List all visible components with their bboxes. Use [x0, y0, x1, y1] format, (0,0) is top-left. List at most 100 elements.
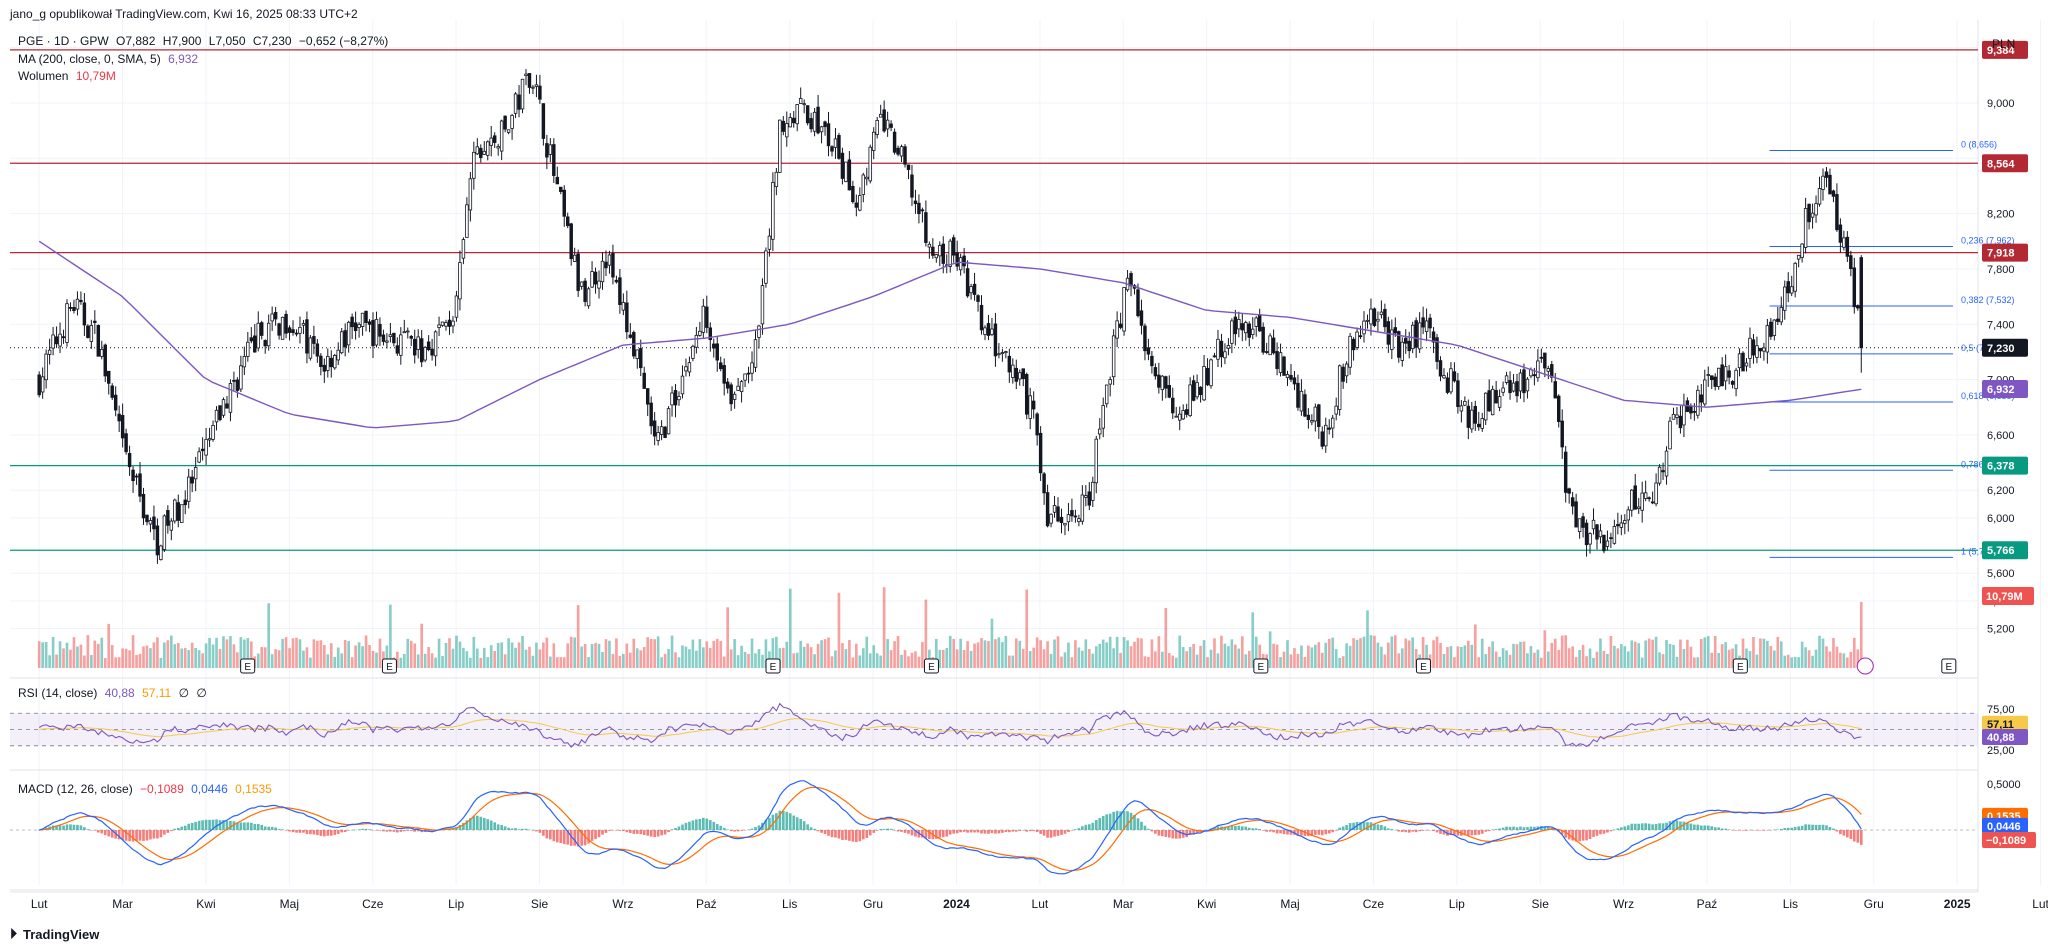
candle-body: [1817, 188, 1822, 205]
candle-body: [204, 438, 208, 456]
volume-bar: [1286, 640, 1289, 668]
volume-bar: [190, 642, 194, 668]
macd-hist-bar: [1070, 830, 1074, 831]
candle-body: [1091, 481, 1095, 501]
volume-bar: [183, 648, 187, 668]
macd-hist-bar: [1519, 826, 1522, 830]
candle-body: [1011, 364, 1015, 378]
candle-body: [1285, 374, 1290, 379]
volume-bar: [948, 635, 952, 668]
candle-body: [1525, 378, 1530, 392]
volume-bar: [1227, 646, 1230, 668]
rsi-legend[interactable]: RSI (14, close) 40,88 57,11 ∅ ∅: [18, 686, 211, 700]
macd-hist-bar: [1578, 830, 1581, 842]
candle-body: [565, 216, 570, 227]
macd-hist-bar: [764, 819, 768, 830]
candle-body: [312, 336, 316, 344]
macd-hist-bar: [948, 830, 952, 835]
volume-bar: [86, 635, 90, 668]
candle-body: [1783, 286, 1787, 311]
volume-bar: [1731, 648, 1734, 668]
macd-hist-bar: [573, 830, 577, 846]
volume-bar: [775, 636, 778, 668]
volume-bar: [955, 649, 959, 668]
macd-hist-bar: [322, 830, 326, 837]
candle-body: [1111, 335, 1116, 378]
macd-hist-bar: [1790, 827, 1794, 830]
earnings-marker-box: [765, 658, 781, 674]
macd-hist-bar: [555, 830, 559, 843]
volume-bar: [128, 650, 131, 668]
time-label: Kwi: [1197, 897, 1216, 911]
time-label: 2024: [943, 897, 970, 911]
candle-body: [468, 178, 473, 211]
volume-legend[interactable]: Wolumen 10,79M: [18, 69, 120, 83]
candle-body: [1563, 451, 1568, 493]
candle-body: [1668, 420, 1672, 450]
macd-hist-bar: [597, 830, 601, 838]
macd-hist-bar: [785, 811, 789, 830]
volume-bar: [229, 636, 232, 668]
volume-bar: [93, 640, 97, 668]
macd-hist-bar: [493, 822, 497, 830]
volume-bar: [1540, 657, 1543, 668]
candle-body: [1504, 375, 1509, 383]
volume-bar: [841, 643, 844, 668]
symbol-legend[interactable]: PGE · 1D · GPW O7,882 H7,900 L7,050 C7,2…: [18, 34, 392, 48]
candle-body: [402, 331, 407, 334]
macd-hist-bar: [628, 830, 632, 833]
tradingview-logo[interactable]: ⏵ TradingView: [10, 926, 99, 942]
macd-hist-bar: [1526, 827, 1529, 830]
macd-hist-bar: [236, 822, 239, 830]
macd-hist-bar: [1247, 827, 1251, 830]
ma-legend[interactable]: MA (200, close, 0, SMA, 5) 6,932: [18, 52, 202, 66]
time-axis[interactable]: Lut Mar Kwi Maj Cze Lip Sie Wrz Paź Lis Gru 2024 Lut…: [10, 891, 2048, 911]
volume-bar: [653, 639, 656, 668]
volume-bar: [1049, 654, 1053, 668]
volume-bar: [1741, 638, 1745, 668]
macd-hist-bar: [58, 825, 62, 830]
volume-bar: [611, 654, 615, 668]
candle-body: [1748, 337, 1752, 359]
macd-hist-bar: [566, 830, 570, 845]
candle-body: [1438, 360, 1443, 377]
candle-body: [1824, 171, 1829, 178]
macd-hist-bar: [1585, 830, 1588, 841]
candle-body: [186, 476, 191, 502]
volume-bar: [837, 592, 841, 668]
volume-bar: [44, 641, 48, 668]
candle-body: [903, 146, 907, 165]
volume-bar: [507, 638, 510, 668]
price-axis[interactable]: 9,4009,0008,6008,2007,8007,4007,0006,600…: [1982, 40, 2036, 848]
candle-body: [792, 117, 796, 124]
candle-body: [1647, 497, 1651, 500]
candle-body: [1511, 382, 1516, 392]
volume-bar: [267, 603, 271, 668]
volume-bar: [1216, 653, 1220, 668]
volume-bar: [1164, 608, 1168, 668]
volume-bar: [413, 643, 417, 668]
volume-bar: [1018, 640, 1022, 668]
volume-bar: [1181, 647, 1185, 668]
volume-bar: [538, 649, 542, 668]
volume-bar: [1658, 652, 1661, 668]
macd-legend[interactable]: MACD (12, 26, close) −0,1089 0,0446 0,15…: [18, 782, 276, 796]
candle-body: [1758, 347, 1763, 352]
volume-bar: [211, 644, 215, 668]
candle-body: [510, 115, 514, 129]
macd-hist-bar: [928, 830, 931, 840]
macd-hist-bar: [875, 830, 879, 831]
volume-bar: [1696, 657, 1700, 668]
price-tick: 7,400: [1987, 319, 2015, 331]
currency-label[interactable]: PLN: [1992, 37, 2016, 51]
volume-bar: [201, 653, 204, 668]
macd-hist-bar: [1814, 824, 1818, 830]
macd-hist-bar: [907, 830, 910, 834]
candle-body: [169, 520, 174, 531]
macd-hist-bar: [531, 830, 535, 831]
macd-hist-bar: [1553, 829, 1557, 831]
macd-hist-bar: [934, 830, 938, 839]
candle-body: [47, 349, 52, 355]
